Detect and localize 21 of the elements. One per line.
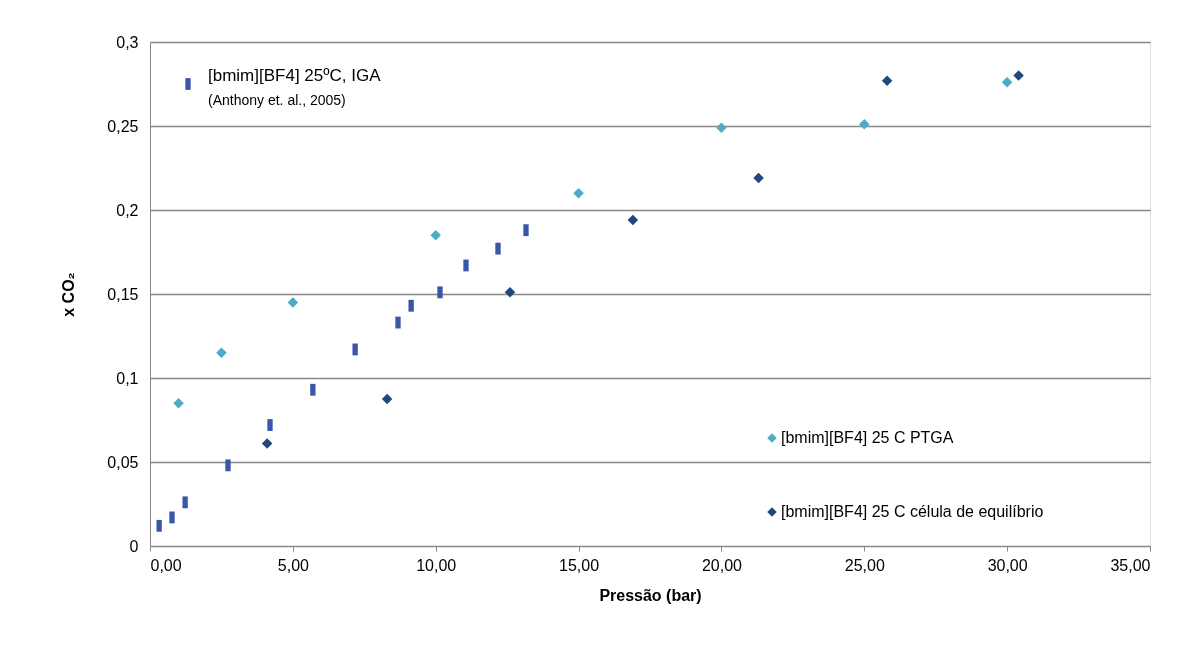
x-tick-label: 5,00 — [277, 556, 310, 574]
legend-label: [bmim][BF4] 25 C célula de equilíbrio — [781, 503, 1044, 520]
y-tick-label: 0,1 — [116, 369, 139, 387]
y-tick-label: 0,05 — [107, 453, 139, 471]
legend-label: [bmim][BF4] 25 C PTGA — [781, 429, 954, 446]
x-axis-title: Pressão (bar) — [599, 586, 702, 604]
x-tick-label: 25,00 — [844, 556, 885, 574]
x-tick-label: 30,00 — [987, 556, 1028, 574]
x-tick-label: 35,00 — [1110, 556, 1151, 574]
x-tick-label: 15,00 — [559, 556, 600, 574]
x-tick-label: 0,00 — [150, 556, 182, 574]
y-tick-label: 0 — [129, 537, 139, 555]
x-tick-label: 10,00 — [416, 556, 457, 574]
y-axis-title: x CO₂ — [60, 272, 78, 317]
y-tick-label: 0,15 — [107, 285, 139, 303]
y-tick-label: 0,3 — [116, 33, 139, 51]
x-tick-label: 20,00 — [701, 556, 743, 574]
y-tick-label: 0,2 — [116, 201, 139, 219]
annotation: (Anthony et. al., 2005) — [208, 92, 346, 108]
y-tick-label: 0,25 — [107, 117, 139, 135]
legend-label: [bmim][BF4] 25ºC, IGA — [208, 66, 382, 85]
